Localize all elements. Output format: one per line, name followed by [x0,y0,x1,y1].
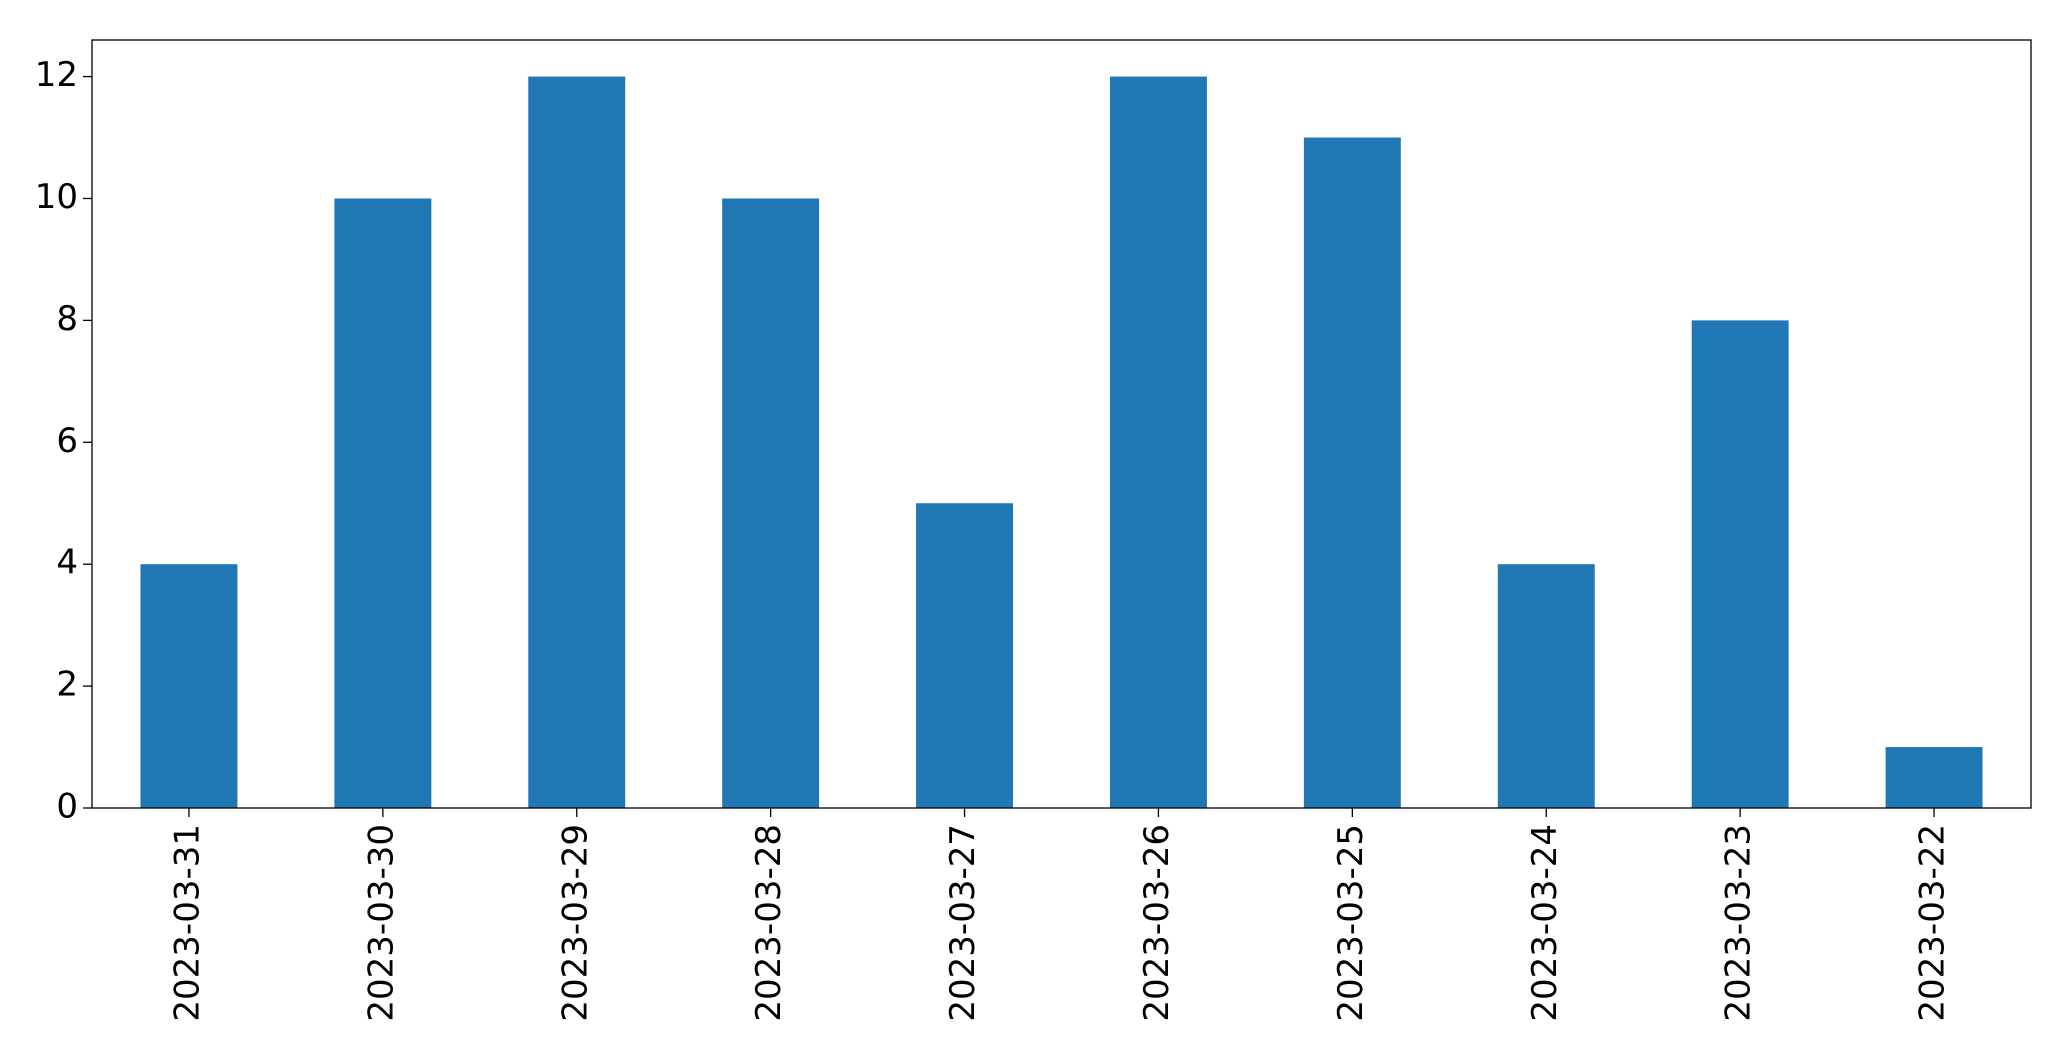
y-tick-label: 0 [56,787,78,827]
y-tick-label: 8 [56,299,78,339]
x-tick-label: 2023-03-30 [361,824,401,1022]
bar [334,198,432,808]
plot-frame [91,39,2032,809]
bar [722,198,820,808]
bar [528,76,626,809]
bar [1885,747,1983,808]
x-tick-label: 2023-03-24 [1525,824,1565,1022]
y-tick-label: 10 [35,177,78,217]
bar [140,564,238,808]
x-tick-label: 2023-03-25 [1331,824,1371,1022]
x-tick-label: 2023-03-28 [749,824,789,1022]
bar [916,503,1014,808]
y-tick-label: 12 [35,55,78,95]
bar [1303,137,1401,808]
x-tick-label: 2023-03-26 [1137,824,1177,1022]
x-tick-label: 2023-03-29 [555,824,595,1022]
x-tick-label: 2023-03-31 [167,824,207,1022]
y-tick-label: 4 [56,543,78,583]
bar [1109,76,1207,809]
y-tick-label: 2 [56,665,78,705]
y-tick-label: 6 [56,421,78,461]
x-tick-label: 2023-03-23 [1719,824,1759,1022]
bar [1497,564,1595,808]
x-tick-label: 2023-03-27 [943,824,983,1022]
bar [1691,320,1789,808]
x-tick-label: 2023-03-22 [1913,824,1953,1022]
